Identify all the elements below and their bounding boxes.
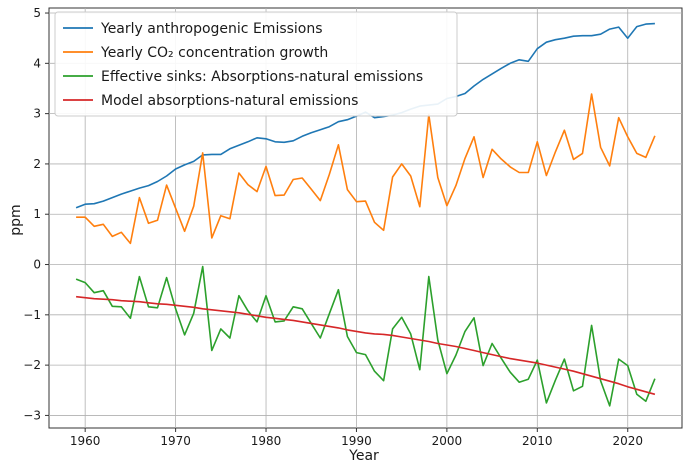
- x-axis-label: Year: [348, 448, 379, 464]
- legend-label: Yearly anthropogenic Emissions: [100, 21, 323, 37]
- x-tick-label: 1960: [70, 434, 101, 448]
- x-tick-label: 1970: [160, 434, 191, 448]
- legend-label: Yearly CO₂ concentration growth: [100, 45, 328, 61]
- series-line-1: [76, 93, 656, 245]
- y-tick-label: 0: [33, 258, 41, 272]
- legend-label: Model absorptions-natural emissions: [101, 93, 358, 109]
- x-tick-label: 1980: [251, 434, 282, 448]
- x-tick-label: 1990: [341, 434, 372, 448]
- y-tick-label: 1: [33, 207, 41, 221]
- y-tick-label: 3: [33, 107, 41, 121]
- x-tick-label: 2020: [612, 434, 643, 448]
- legend-box: [54, 11, 458, 117]
- y-tick-label: −2: [23, 358, 41, 372]
- legend-label: Effective sinks: Absorptions-natural emi…: [101, 69, 423, 85]
- y-tick-label: 4: [33, 56, 41, 70]
- y-tick-label: −1: [23, 308, 41, 322]
- y-tick-label: 2: [33, 157, 41, 171]
- y-tick-label: 5: [33, 6, 41, 20]
- axis-ticks: 1960 1970 1980 1990 2000 2010 2020 −3 −2 −1 0 1 2 3 4 5: [23, 6, 643, 448]
- x-tick-label: 2000: [432, 434, 463, 448]
- series-line-2: [75, 265, 656, 407]
- legend: Yearly anthropogenic Emissions Yearly CO₂…: [54, 11, 458, 117]
- y-axis-label: ppm: [8, 204, 24, 235]
- y-tick-label: −3: [23, 408, 41, 422]
- x-tick-label: 2010: [522, 434, 553, 448]
- series-line-3: [76, 295, 656, 396]
